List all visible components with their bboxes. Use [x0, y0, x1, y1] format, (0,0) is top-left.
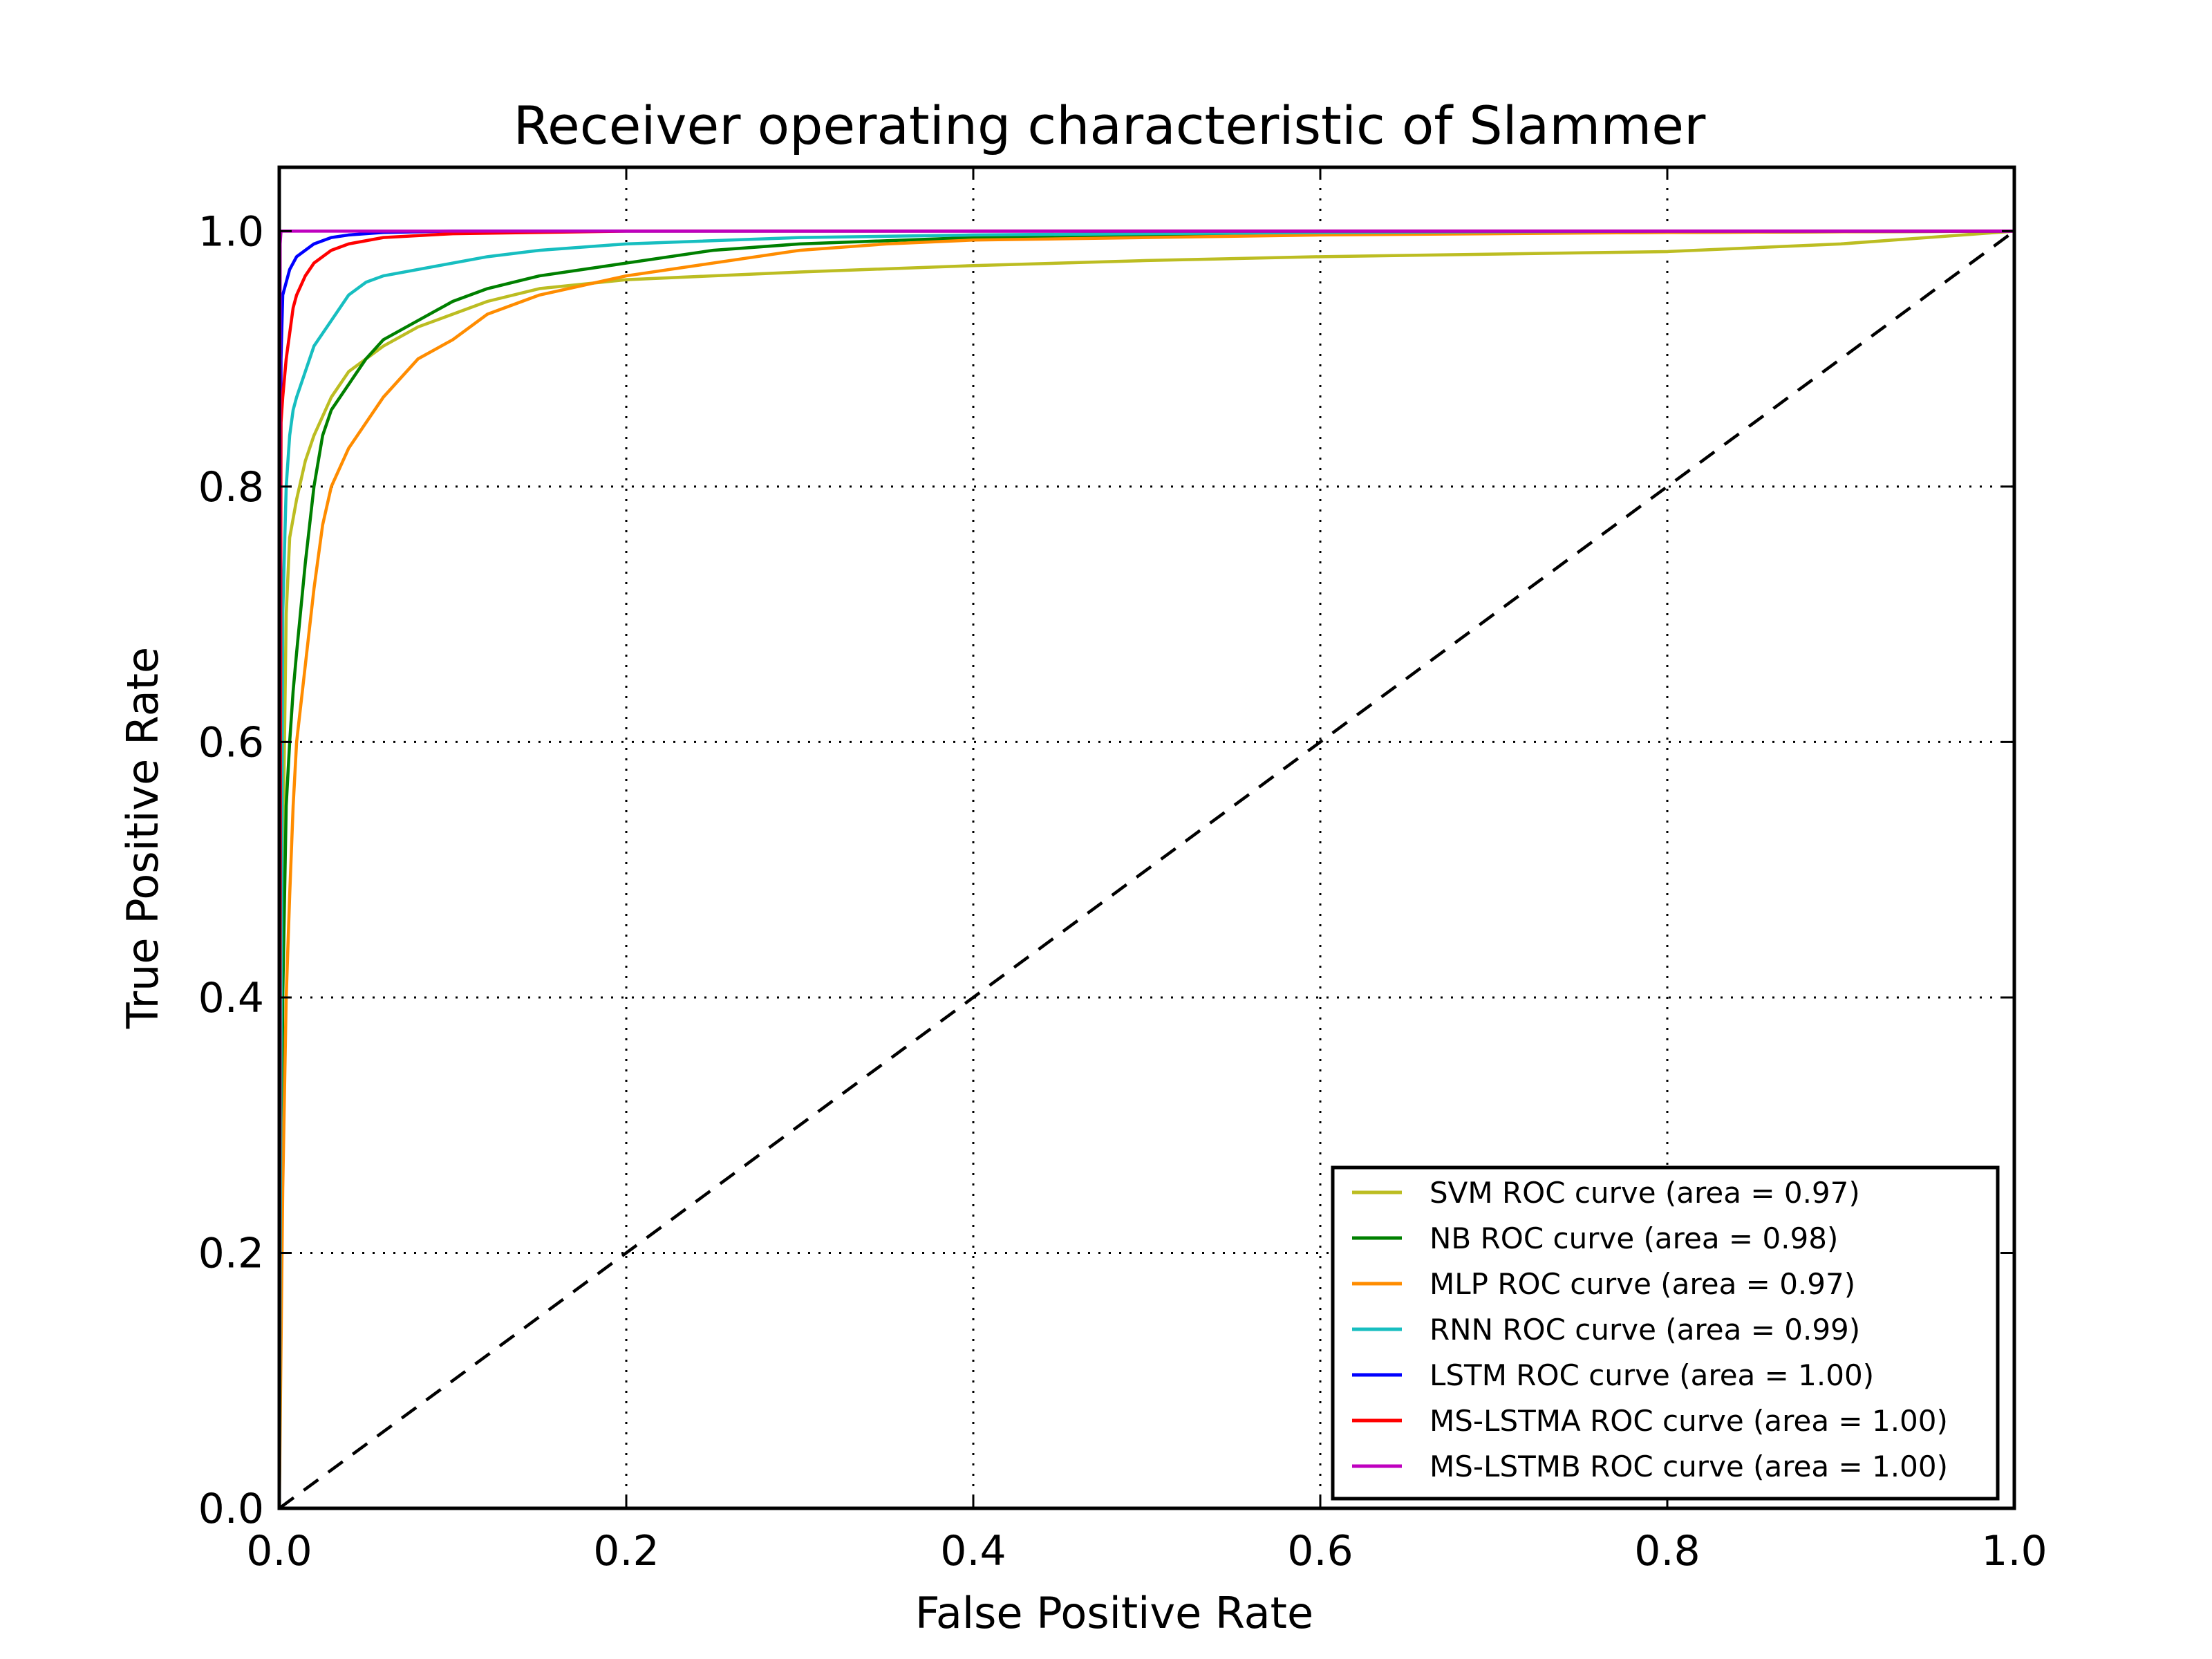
y-tick-label: 1.0 — [198, 207, 264, 256]
legend-label-lstm: LSTM ROC curve (area = 1.00) — [1430, 1358, 1874, 1392]
legend-label-mlp: MLP ROC curve (area = 0.97) — [1430, 1267, 1855, 1301]
x-tick-label: 1.0 — [1981, 1527, 2047, 1575]
y-tick-labels: 0.0 0.2 0.4 0.6 0.8 1.0 — [198, 207, 264, 1533]
y-tick-label: 0.4 — [198, 974, 264, 1022]
legend-label-ms-lstma: MS-LSTMA ROC curve (area = 1.00) — [1430, 1404, 1948, 1438]
x-tick-label: 0.0 — [246, 1527, 312, 1575]
x-tick-label: 0.4 — [940, 1527, 1006, 1575]
legend-box — [1331, 1165, 2000, 1501]
roc-curve-ms-lstma — [277, 229, 2016, 1510]
y-axis-label: True Positive Rate — [118, 647, 168, 1029]
y-tick-label: 0.0 — [198, 1485, 264, 1533]
chart-title: Receiver operating characteristic of Sla… — [514, 95, 1706, 156]
legend-label-rnn: RNN ROC curve (area = 0.99) — [1430, 1313, 1860, 1347]
y-tick-label: 0.2 — [198, 1229, 264, 1277]
axis-ticks — [278, 167, 2016, 1510]
chance-reference-line — [278, 229, 2016, 1510]
x-tick-labels: 0.0 0.2 0.4 0.6 0.8 1.0 — [246, 1527, 2047, 1575]
y-tick-label: 0.8 — [198, 463, 264, 512]
x-axis-label: False Positive Rate — [915, 1588, 1313, 1638]
y-tick-label: 0.6 — [198, 718, 264, 767]
roc-curve-rnn — [277, 229, 2016, 1510]
legend: SVM ROC curve (area = 0.97) NB ROC curve … — [1331, 1165, 2000, 1501]
x-tick-label: 0.2 — [593, 1527, 659, 1575]
x-tick-label: 0.6 — [1287, 1527, 1353, 1575]
roc-curve-mlp — [277, 229, 2016, 1510]
legend-label-svm: SVM ROC curve (area = 0.97) — [1430, 1176, 1860, 1210]
roc-curve-nb — [277, 229, 2016, 1510]
x-tick-label: 0.8 — [1634, 1527, 1700, 1575]
plot-frame — [277, 165, 2016, 1510]
legend-label-nb: NB ROC curve (area = 0.98) — [1430, 1221, 1838, 1255]
legend-label-ms-lstmb: MS-LSTMB ROC curve (area = 1.00) — [1430, 1450, 1948, 1483]
roc-curve-svm — [277, 229, 2016, 1510]
